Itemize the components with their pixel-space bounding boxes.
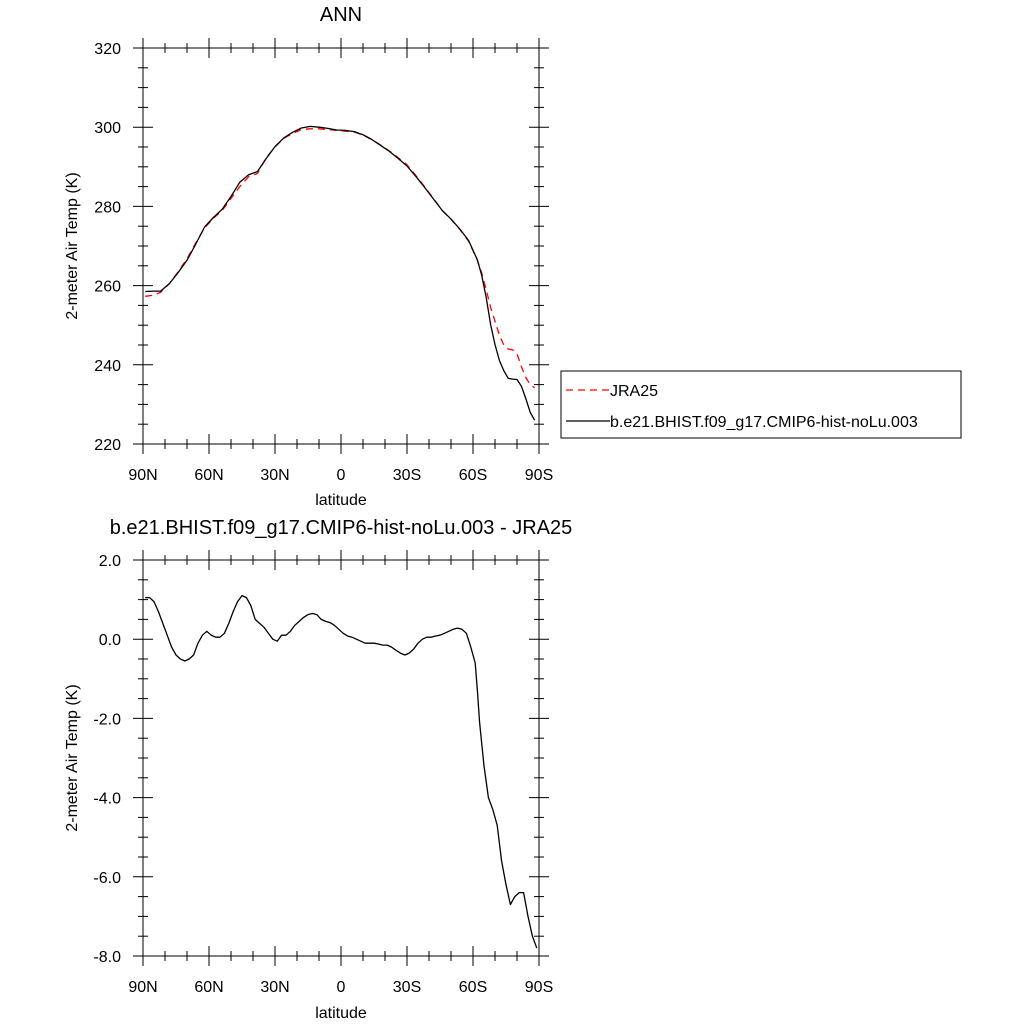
y-tick-label: -4.0 [93, 791, 121, 808]
y-axis-label: 2-meter Air Temp (K) [64, 172, 81, 319]
x-tick-label: 30S [393, 467, 421, 484]
x-tick-label: 90S [525, 467, 553, 484]
y-tick-label: 320 [94, 41, 121, 58]
y-tick-labels: 220 240 260 280 300 320 [94, 41, 121, 454]
y-tick-label: 0.0 [99, 632, 121, 649]
y-tick-label: 2.0 [99, 553, 121, 570]
y-axis-label: 2-meter Air Temp (K) [64, 684, 81, 831]
y-tick-label: 280 [94, 199, 121, 216]
x-tick-label: 0 [337, 979, 346, 996]
x-tick-labels: 90N 60N 30N 0 30S 60S 90S [128, 979, 553, 996]
y-tick-label: 240 [94, 358, 121, 375]
difference-panel: b.e21.BHIST.f09_g17.CMIP6-hist-noLu.003 … [64, 517, 572, 1022]
x-tick-label: 60N [194, 979, 223, 996]
x-tick-labels: 90N 60N 30N 0 30S 60S 90S [128, 467, 553, 484]
y-ticks [133, 559, 549, 957]
legend-box [560, 370, 962, 439]
y-tick-label: -8.0 [93, 949, 121, 966]
x-tick-label: 0 [337, 467, 346, 484]
legend: JRA25 b.e21.BHIST.f09_g17.CMIP6-hist-noL… [560, 370, 962, 439]
y-tick-label: -2.0 [93, 711, 121, 728]
x-tick-label: 30N [260, 467, 289, 484]
plot-frame [142, 559, 540, 957]
difference-title: b.e21.BHIST.f09_g17.CMIP6-hist-noLu.003 … [110, 517, 572, 539]
x-ticks [142, 38, 540, 454]
x-tick-label: 60S [459, 979, 487, 996]
series-group [145, 125, 536, 421]
x-tick-label: 30S [393, 979, 421, 996]
x-tick-label: 90N [128, 979, 157, 996]
x-tick-label: 90S [525, 979, 553, 996]
y-tick-labels: -8.0 -6.0 -4.0 -2.0 0.0 2.0 [93, 553, 121, 966]
chart-title: ANN [320, 4, 362, 26]
x-tick-label: 60S [459, 467, 487, 484]
y-ticks [133, 47, 549, 445]
x-tick-label: 90N [128, 467, 157, 484]
series-line-model [145, 125, 536, 421]
series-line-model [145, 594, 538, 949]
series-group [145, 594, 538, 949]
legend-label-model: b.e21.BHIST.f09_g17.CMIP6-hist-noLu.003 [610, 414, 918, 431]
y-tick-label: 220 [94, 437, 121, 454]
plot-frame [142, 47, 540, 445]
y-tick-label: 300 [94, 120, 121, 137]
x-ticks [142, 550, 540, 966]
x-tick-label: 60N [194, 467, 223, 484]
legend-label-jra25: JRA25 [610, 383, 658, 400]
x-axis-label: latitude [315, 1005, 367, 1022]
y-tick-label: 260 [94, 279, 121, 296]
x-tick-label: 30N [260, 979, 289, 996]
y-tick-label: -6.0 [93, 870, 121, 887]
x-axis-label: latitude [315, 492, 367, 509]
